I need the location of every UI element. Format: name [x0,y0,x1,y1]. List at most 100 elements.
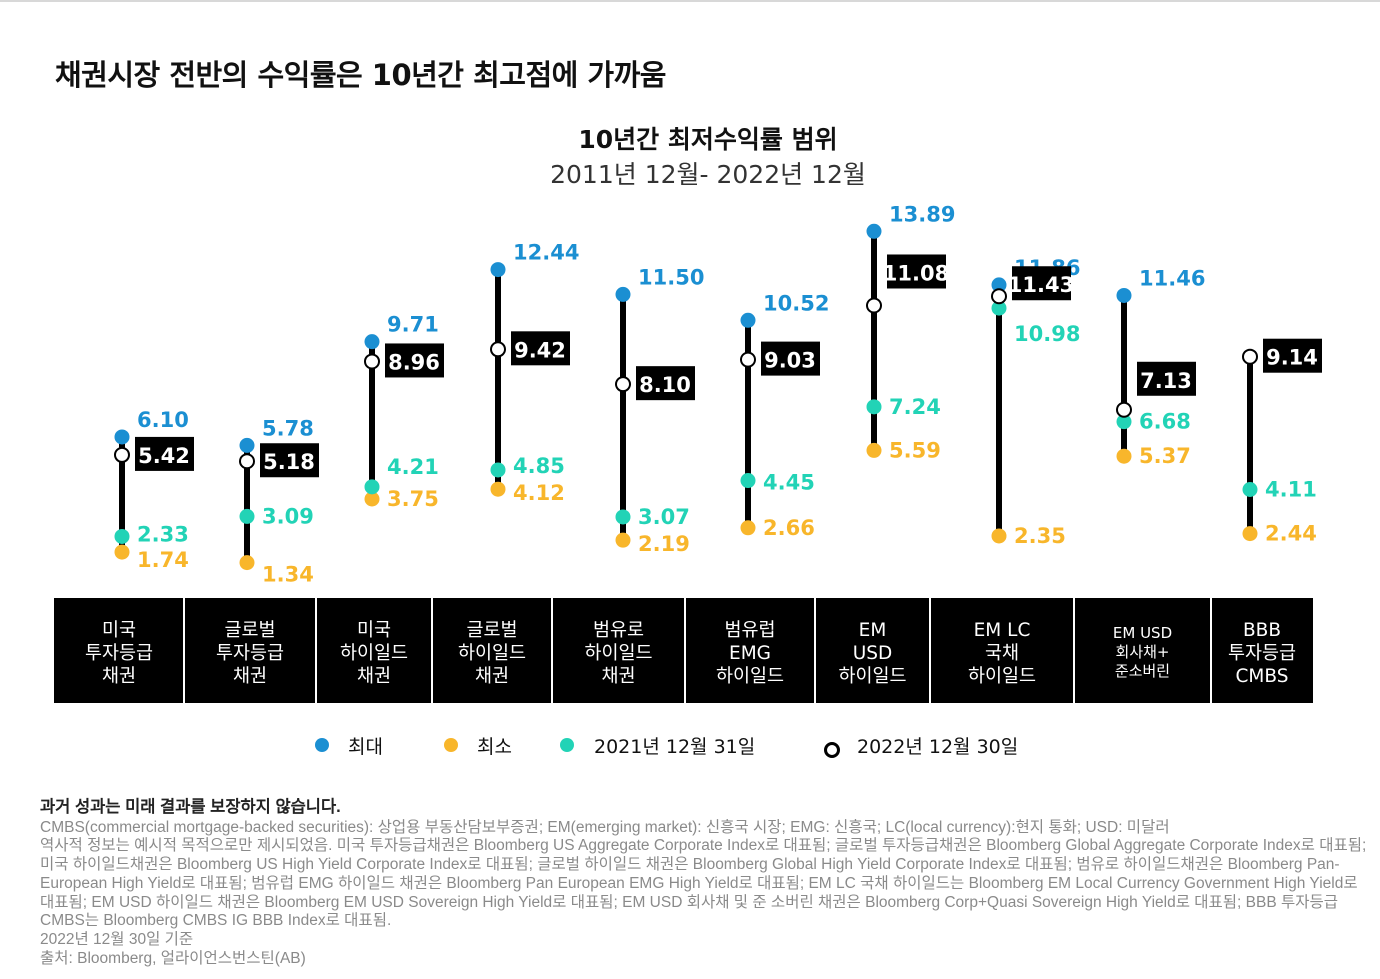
2021-label: 10.98 [1014,322,1080,346]
category-label: 국채 [985,643,1019,664]
2021-label: 3.07 [638,505,690,529]
2021-label: 4.11 [1265,477,1317,501]
legend-marker [444,738,458,752]
current-label: 11.08 [883,261,949,285]
max-label: 9.71 [387,313,439,337]
current-label: 9.03 [764,349,816,373]
min-label: 5.59 [889,438,941,462]
legend-label: 최소 [477,736,512,758]
2022-dot [1242,348,1258,365]
current-label-box [511,331,570,366]
category-label: 범유럽 [724,620,775,641]
category-label: 투자등급 [85,643,153,664]
category-label: USD [853,643,893,664]
min-label: 4.12 [513,481,565,505]
2021-label: 6.68 [1139,410,1191,434]
min-dot [740,520,756,536]
max-label: 11.50 [638,265,704,289]
max-label: 5.78 [262,416,314,440]
current-label: 9.14 [1266,346,1318,370]
min-dot [991,528,1007,544]
2021-label: 4.21 [387,455,439,479]
max-label: 13.89 [889,202,955,226]
max-dot [364,334,380,350]
footnote-line: 역사적 정보는 예시적 목적으로만 제시되었음. 미국 투자등급채권은 Bloo… [40,837,1367,930]
2021-dot [114,528,130,544]
current-label-box [1263,338,1322,373]
max-dot [114,429,130,445]
2021-dot [364,479,380,495]
2021-label: 3.09 [262,504,314,528]
2021-dot [1116,414,1132,430]
max-dot [615,286,631,302]
min-dot [490,481,506,497]
min-label: 1.34 [262,563,314,587]
footnote: 과거 성과는 미래 결과를 보장하지 않습니다. CMBS(commercial… [40,798,1370,968]
2022-dot [615,376,631,393]
current-label: 5.42 [138,444,190,468]
2022-dot [239,453,255,470]
min-label: 2.44 [1265,522,1317,546]
2022-dot [866,297,882,314]
category-label: EM [859,620,887,641]
min-label: 1.74 [137,548,189,572]
min-label: 3.75 [387,487,439,511]
category-label: 글로벌 [224,620,275,641]
max-dot [991,277,1007,293]
2022-dot [1116,401,1132,418]
min-dot [866,442,882,458]
category-label: EM USD [1113,624,1172,642]
category-label: 미국 [357,620,391,641]
category-label: 채권 [233,666,267,687]
chart-subtitle: 2011년 12월- 2022년 12월 [550,160,866,189]
category-label: 채권 [601,666,635,687]
category-label: 하이일드 [716,666,784,687]
2021-dot [866,399,882,415]
category-label: CMBS [1236,666,1289,687]
2021-label: 4.85 [513,454,565,478]
2022-dot [364,353,380,370]
category-band [54,598,1313,703]
current-label: 7.13 [1140,369,1192,393]
category-label: 하이일드 [838,666,906,687]
2021-dot [1242,481,1258,497]
current-label-box [1137,361,1196,396]
2021-dot [490,462,506,478]
chart-title: 10년간 최저수익률 범위 [578,125,838,154]
current-label-box [385,343,444,378]
min-dot [114,544,130,560]
legend-marker [560,738,574,752]
min-dot [1242,526,1258,542]
category-label: 준소버린 [1115,662,1170,680]
footnote-line: CMBS(commercial mortgage-backed securiti… [40,818,1170,836]
category-label: 하이일드 [340,643,408,664]
current-label: 5.18 [263,450,315,474]
2021-dot [991,300,1007,316]
current-label: 9.42 [514,338,566,362]
current-label: 11.43 [1008,273,1074,297]
current-label-box [260,443,319,478]
category-label: 범유로 [593,620,644,641]
2022-dot [991,288,1007,305]
disclaimer-heading: 과거 성과는 미래 결과를 보장하지 않습니다. [40,798,341,816]
min-label: 2.66 [763,516,815,540]
category-label: 하이일드 [584,643,652,664]
max-dot [866,223,882,239]
2021-dot [615,509,631,525]
category-label: 투자등급 [1228,643,1296,664]
max-dot [239,437,255,453]
2021-label: 4.45 [763,471,815,495]
range-chart: 6.10 5.42 2.331.74 5.78 5.18 3.09 1.34 9.71 8.96… [54,202,1322,758]
legend-marker [824,742,840,758]
max-dot [490,262,506,278]
max-label: 11.46 [1139,266,1205,290]
2021-label: 2.33 [137,522,189,546]
2021-label: 7.24 [889,395,941,419]
current-label-box [761,341,820,376]
category-label: 채권 [475,666,509,687]
current-label-box [887,254,946,289]
top-divider [0,0,1380,2]
footnote-line: 2022년 12월 30일 기준 [40,930,194,948]
category-label: 채권 [357,666,391,687]
legend-label: 최대 [348,736,383,758]
